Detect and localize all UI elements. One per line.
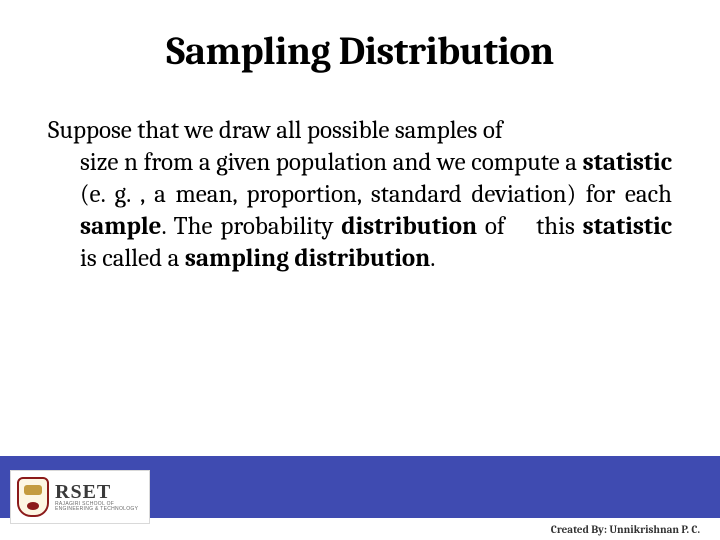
body-rest: size n from a given population and we co…: [48, 147, 672, 275]
plain-text: of this: [477, 212, 583, 241]
credit-text: Created By: Unnikrishnan P. C.: [551, 523, 700, 536]
plain-text: is called a: [80, 244, 185, 273]
slide-body: Suppose that we draw all possible sample…: [48, 115, 672, 275]
plain-text: size n from a given population and we co…: [80, 148, 583, 177]
bold-text: statistic: [583, 212, 672, 241]
bold-text: statistic: [583, 148, 672, 177]
logo-main-text: RSET: [55, 482, 138, 502]
institution-logo: RSET RAJAGIRI SCHOOL OF ENGINEERING & TE…: [10, 470, 150, 524]
bold-text: sampling distribution: [185, 244, 430, 273]
plain-text: .: [430, 244, 435, 273]
slide: Sampling Distribution Suppose that we dr…: [0, 0, 720, 540]
logo-sub-text-2: ENGINEERING & TECHNOLOGY: [55, 507, 138, 512]
logo-text: RSET RAJAGIRI SCHOOL OF ENGINEERING & TE…: [55, 482, 138, 512]
bold-text: distribution: [341, 212, 477, 241]
plain-text: . The probability: [161, 212, 341, 241]
slide-title: Sampling Distribution: [0, 28, 720, 74]
plain-text: (e. g. , a mean, proportion, standard de…: [80, 180, 672, 209]
body-first-line: Suppose that we draw all possible sample…: [48, 115, 672, 147]
crest-icon: [17, 477, 49, 517]
bold-text: sample: [80, 212, 161, 241]
